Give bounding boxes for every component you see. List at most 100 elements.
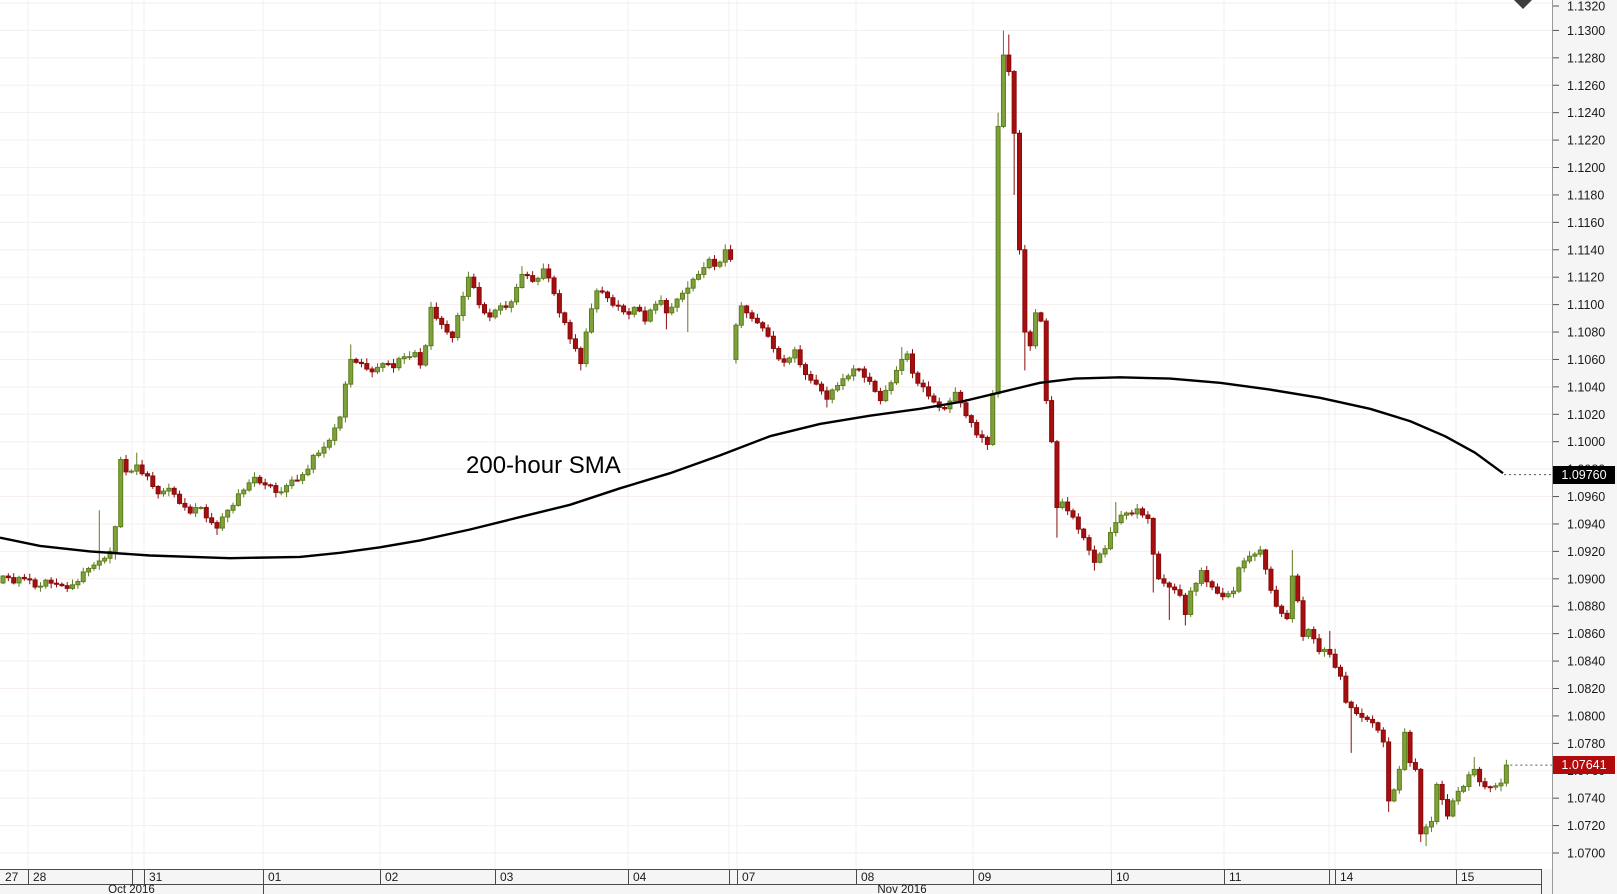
candle <box>1124 511 1129 520</box>
price-tick-label: 1.1260 <box>1567 79 1605 93</box>
candle <box>1354 704 1360 716</box>
candle <box>134 452 140 476</box>
candle <box>423 344 429 367</box>
candle <box>1498 778 1504 792</box>
candle <box>663 298 669 330</box>
candle <box>984 435 990 450</box>
candle <box>417 348 423 369</box>
candle <box>1172 583 1178 594</box>
candle <box>1097 552 1103 564</box>
candle <box>679 290 685 302</box>
candle <box>1011 70 1017 195</box>
date-tick-label: 01 <box>268 870 282 884</box>
candle <box>187 504 193 515</box>
candle <box>1386 737 1392 812</box>
candle <box>1156 551 1162 580</box>
candle <box>605 290 611 303</box>
candle <box>540 263 546 281</box>
candle <box>696 270 701 281</box>
candle <box>1300 596 1306 641</box>
candle <box>840 373 846 391</box>
candle <box>112 525 118 560</box>
candle <box>808 370 814 384</box>
candle <box>166 483 172 497</box>
candle <box>1396 765 1402 794</box>
date-tick-label: 07 <box>742 870 756 884</box>
candle <box>1316 633 1322 655</box>
candle <box>1113 502 1119 537</box>
candle <box>551 275 557 296</box>
candle <box>43 578 49 589</box>
candle <box>1033 309 1039 349</box>
candle <box>1107 527 1113 551</box>
price-tick-label: 1.1060 <box>1567 353 1605 367</box>
candle <box>1150 517 1156 593</box>
price-tick-label: 1.1140 <box>1567 243 1604 257</box>
candle <box>1065 496 1071 516</box>
candle <box>1263 548 1269 575</box>
candle <box>471 273 477 289</box>
candle <box>776 346 782 361</box>
candle <box>16 575 22 587</box>
candle <box>786 356 792 365</box>
price-tick-label: 1.0920 <box>1567 545 1605 559</box>
candle <box>690 277 696 292</box>
candle <box>230 502 236 514</box>
candle <box>193 503 199 518</box>
candle <box>300 471 306 485</box>
candle <box>1332 648 1338 669</box>
candle <box>1482 777 1488 790</box>
candle <box>647 308 653 323</box>
candle <box>893 366 899 385</box>
candle <box>958 390 964 408</box>
candle <box>321 442 327 458</box>
price-tick-label: 1.1320 <box>1567 0 1605 14</box>
candle <box>412 349 418 359</box>
candle <box>626 307 632 320</box>
candle <box>621 303 627 315</box>
candle <box>118 456 124 528</box>
candle <box>396 356 402 371</box>
candle <box>599 286 605 295</box>
candle <box>1445 794 1450 820</box>
candle <box>1257 545 1263 557</box>
candle <box>835 382 841 393</box>
price-axis[interactable]: 1.1320 1.1300 1.1280 1.1260 1.1240 1.1220 1.12… <box>1552 0 1617 894</box>
candle <box>706 256 712 270</box>
candle <box>610 294 616 308</box>
candle <box>369 366 375 378</box>
candle <box>728 244 734 262</box>
date-tick-label: 02 <box>385 870 399 884</box>
candle <box>851 365 857 381</box>
candle <box>257 474 263 485</box>
candle <box>952 387 958 404</box>
candle <box>203 504 209 523</box>
candle <box>86 566 92 577</box>
candle <box>455 312 461 341</box>
price-tick-label: 1.1080 <box>1567 326 1605 340</box>
time-axis[interactable]: 27 28 31 01 02 03 04 07 08 09 10 11 14 15 Oct 2016 Nov … <box>0 869 1617 894</box>
date-tick-label: 04 <box>633 870 647 884</box>
price-tick-label: 1.0840 <box>1567 655 1605 669</box>
candle <box>1102 545 1108 558</box>
candle <box>70 579 76 590</box>
candle <box>535 276 541 286</box>
candle <box>1038 311 1044 323</box>
candle <box>177 490 183 505</box>
candle <box>1455 786 1461 805</box>
candle <box>364 358 370 371</box>
candle <box>781 354 787 367</box>
candle <box>1236 566 1242 594</box>
price-tick-label: 1.1100 <box>1567 298 1604 312</box>
candle <box>1204 565 1210 588</box>
candle <box>1043 318 1049 405</box>
candle <box>1295 573 1301 603</box>
candle <box>856 367 862 372</box>
candle <box>1054 439 1060 538</box>
candle <box>572 334 578 352</box>
candle <box>1241 557 1247 573</box>
candle <box>674 297 680 312</box>
price-tick-label: 1.1000 <box>1567 435 1605 449</box>
